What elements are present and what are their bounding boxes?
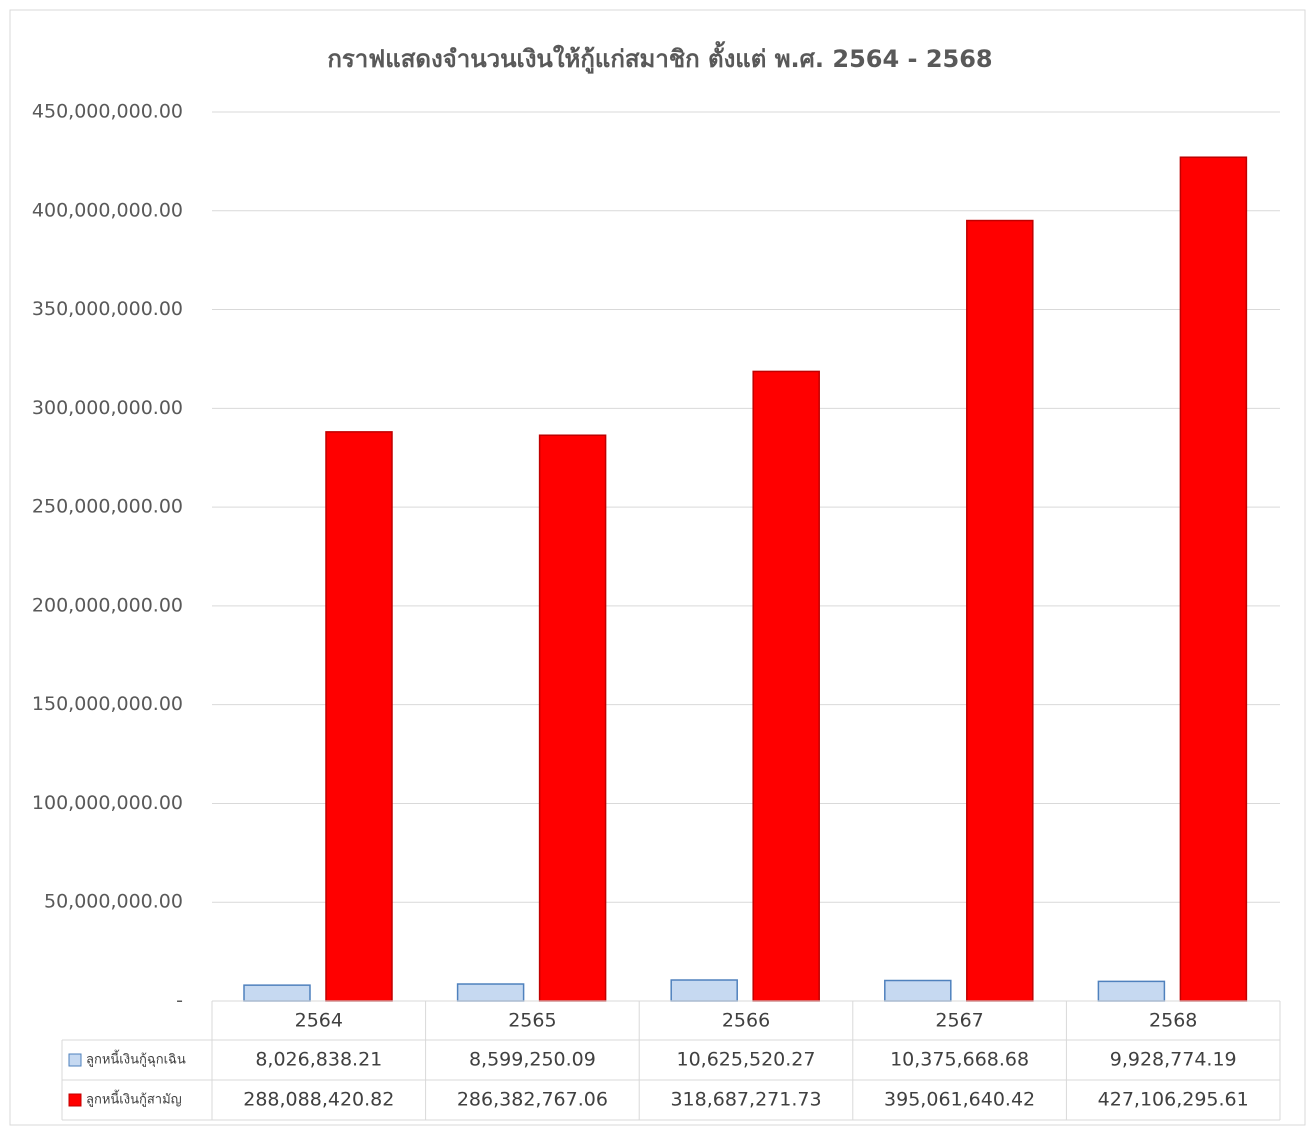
data-label: 10,375,668.68 [890,1049,1029,1071]
y-tick-label: 50,000,000.00 [44,891,183,913]
x-tick-label: 2568 [1149,1010,1197,1032]
data-label: 427,106,295.61 [1098,1089,1249,1111]
legend-label: ลูกหนี้เงินกู้สามัญ [86,1090,182,1108]
bar [752,370,820,1002]
legend-key [68,1093,82,1107]
x-tick-label: 2567 [935,1010,983,1032]
data-label: 8,599,250.09 [469,1049,596,1071]
bar [1097,980,1166,1002]
y-tick-label: 100,000,000.00 [32,792,183,814]
y-tick-label: 250,000,000.00 [32,496,183,518]
x-tick-label: 2564 [295,1010,343,1032]
data-label: 395,061,640.42 [884,1089,1035,1111]
data-label: 318,687,271.73 [670,1089,821,1111]
chart-title: กราฟแสดงจำนวนเงินให้กู้แก่สมาชิก ตั้งแต่… [327,40,992,74]
bar [243,984,311,1002]
data-label: 286,382,767.06 [457,1089,608,1111]
x-tick-label: 2566 [722,1010,770,1032]
data-label: 8,026,838.21 [255,1049,382,1071]
data-label: 9,928,774.19 [1110,1049,1237,1071]
bar [966,219,1034,1002]
bar [538,434,607,1002]
bar [456,983,525,1002]
y-tick-label: 400,000,000.00 [32,199,183,221]
y-tick-label: 350,000,000.00 [32,298,183,320]
x-tick-label: 2565 [508,1010,556,1032]
bar [325,431,393,1002]
chart-border [9,9,1306,1126]
legend-label: ลูกหนี้เงินกู้ฉุกเฉิน [86,1050,186,1068]
bar [884,979,952,1002]
y-tick-label: 450,000,000.00 [32,101,183,123]
y-tick-label: 200,000,000.00 [32,594,183,616]
y-tick-label: 300,000,000.00 [32,397,183,419]
bar [1179,156,1248,1002]
y-tick-label: - [176,990,183,1012]
data-label: 10,625,520.27 [676,1049,815,1071]
legend-key [68,1053,82,1067]
bar [670,979,738,1002]
data-label: 288,088,420.82 [243,1089,394,1111]
y-tick-label: 150,000,000.00 [32,693,183,715]
